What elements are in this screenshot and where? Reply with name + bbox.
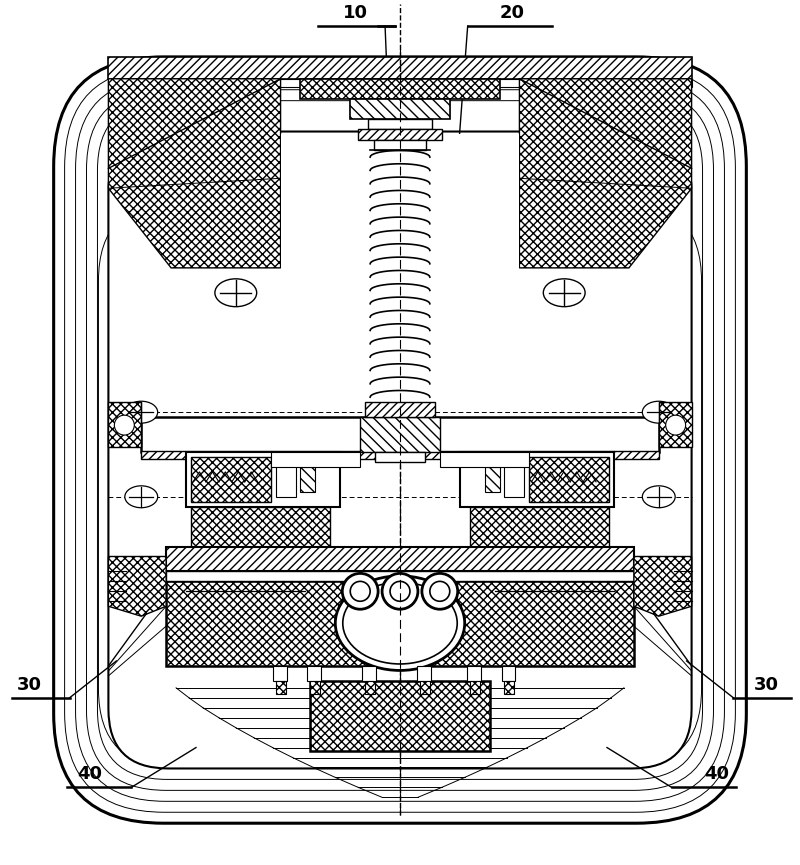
Circle shape [390, 581, 410, 601]
FancyBboxPatch shape [109, 131, 691, 768]
Bar [417, 666, 431, 681]
Bar [360, 417, 440, 452]
Ellipse shape [642, 401, 675, 423]
Circle shape [350, 581, 370, 601]
Bar [365, 681, 375, 694]
Bar [505, 462, 525, 497]
Bar [166, 581, 634, 666]
Text: 30: 30 [754, 676, 778, 694]
Text: 30: 30 [18, 676, 42, 694]
Circle shape [430, 581, 450, 601]
Ellipse shape [335, 576, 465, 670]
Bar [374, 140, 426, 151]
Bar [310, 681, 320, 694]
Bar [109, 79, 691, 87]
Circle shape [114, 415, 134, 435]
Bar [281, 133, 519, 413]
Bar [470, 681, 480, 694]
Polygon shape [109, 79, 281, 268]
Ellipse shape [215, 279, 257, 307]
Text: 40: 40 [77, 766, 102, 784]
Bar [191, 457, 270, 502]
Polygon shape [634, 556, 691, 616]
Bar [310, 681, 490, 751]
Ellipse shape [342, 582, 458, 664]
Bar [362, 666, 376, 681]
Polygon shape [350, 99, 390, 119]
Bar [166, 547, 634, 572]
Bar [142, 451, 658, 459]
Ellipse shape [125, 401, 158, 423]
Text: 40: 40 [704, 766, 729, 784]
Bar [275, 462, 295, 497]
Bar [301, 467, 315, 492]
Bar [368, 119, 432, 129]
Bar [658, 402, 691, 447]
Bar [166, 572, 634, 581]
Text: 10: 10 [342, 4, 368, 22]
Bar [460, 547, 614, 556]
Polygon shape [519, 79, 691, 268]
Circle shape [666, 415, 686, 435]
Bar [191, 507, 330, 547]
Bar [142, 417, 658, 452]
Polygon shape [410, 99, 450, 119]
Bar [358, 129, 442, 140]
Bar [109, 57, 691, 79]
Bar [530, 457, 609, 502]
Text: 20: 20 [500, 4, 525, 22]
Bar [466, 666, 481, 681]
Bar [273, 666, 286, 681]
Bar [270, 452, 360, 467]
Ellipse shape [642, 486, 675, 508]
Bar [109, 402, 142, 447]
Ellipse shape [543, 279, 585, 307]
Bar [301, 79, 499, 99]
Bar [350, 99, 450, 119]
Bar [375, 452, 425, 462]
Circle shape [422, 573, 458, 609]
Bar [502, 666, 515, 681]
Bar [307, 666, 322, 681]
Polygon shape [109, 556, 166, 616]
Bar [275, 681, 286, 694]
Circle shape [382, 573, 418, 609]
Bar [420, 681, 430, 694]
Bar [186, 547, 340, 556]
Bar [485, 467, 499, 492]
Bar [365, 402, 435, 417]
Bar [470, 507, 609, 547]
Bar [505, 681, 514, 694]
Bar [440, 452, 530, 467]
Bar [186, 452, 340, 507]
Circle shape [342, 573, 378, 609]
Ellipse shape [125, 486, 158, 508]
Bar [460, 452, 614, 507]
